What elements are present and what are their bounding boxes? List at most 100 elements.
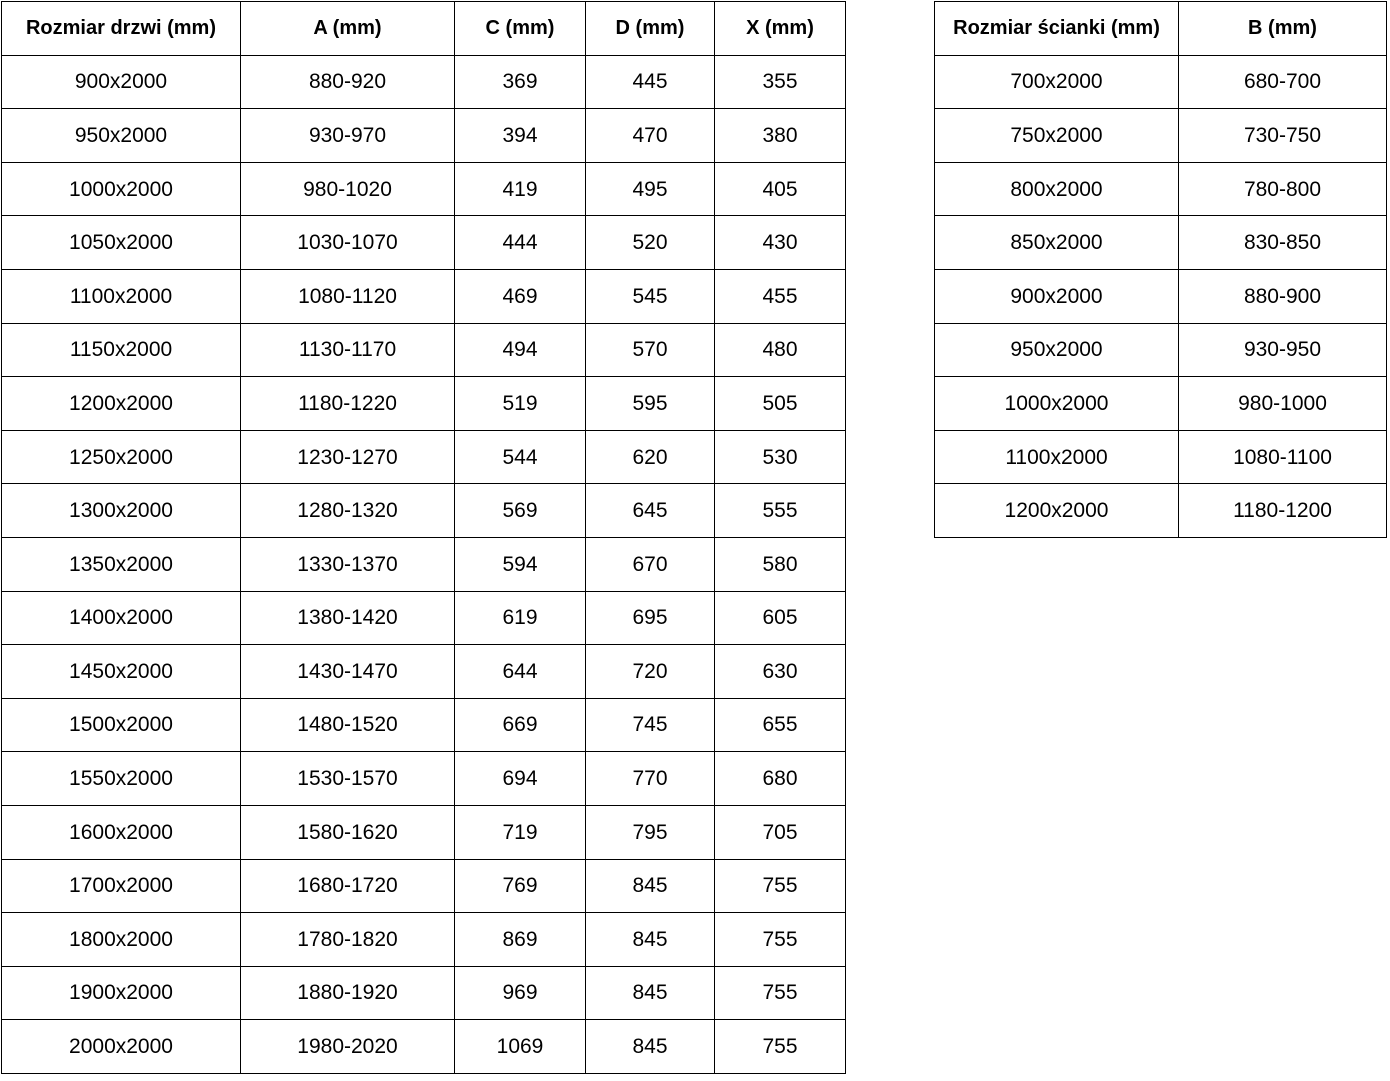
wall-cell-4-0: 900x2000 <box>934 268 1179 324</box>
wall-cell-1-1: 730-750 <box>1178 108 1387 163</box>
doors-cell-5-0: 1150x2000 <box>1 322 241 378</box>
doors-cell-13-3: 770 <box>585 751 715 806</box>
doors-cell-4-3: 545 <box>585 268 715 324</box>
doors-cell-18-3: 845 <box>585 1019 715 1074</box>
doors-cell-12-2: 669 <box>454 697 586 753</box>
doors-cell-15-0: 1700x2000 <box>1 858 241 914</box>
doors-cell-14-0: 1600x2000 <box>1 804 241 860</box>
doors-cell-18-1: 1980-2020 <box>240 1019 455 1074</box>
doors-cell-10-2: 619 <box>454 590 586 646</box>
doors-cell-7-4: 530 <box>714 429 846 485</box>
wall-cell-6-0: 1000x2000 <box>934 376 1179 431</box>
wall-table-head: Rozmiar ścianki (mm) B (mm) <box>934 1 1387 56</box>
doors-cell-9-0: 1350x2000 <box>1 536 241 592</box>
doors-cell-16-2: 869 <box>454 912 586 967</box>
doors-cell-11-2: 644 <box>454 644 586 699</box>
doors-cell-17-1: 1880-1920 <box>240 965 455 1021</box>
doors-cell-2-3: 495 <box>585 161 715 217</box>
wall-cell-1-0: 750x2000 <box>934 108 1179 163</box>
doors-table-row: 1250x2000 1230-1270 544 620 530 <box>1 429 846 485</box>
doors-table-head: Rozmiar drzwi (mm) A (mm) C (mm) D (mm) X (m… <box>1 1 846 56</box>
doors-table-row: 1450x2000 1430-1470 644 720 630 <box>1 644 846 699</box>
doors-cell-15-3: 845 <box>585 858 715 914</box>
doors-cell-1-0: 950x2000 <box>1 108 241 163</box>
wall-table-row: 850x2000 830-850 <box>934 215 1387 270</box>
doors-cell-1-3: 470 <box>585 108 715 163</box>
doors-table-row: 950x2000 930-970 394 470 380 <box>1 108 846 163</box>
doors-cell-3-3: 520 <box>585 215 715 270</box>
doors-cell-3-0: 1050x2000 <box>1 215 241 270</box>
doors-cell-16-4: 755 <box>714 912 846 967</box>
doors-cell-5-4: 480 <box>714 322 846 378</box>
doors-cell-1-1: 930-970 <box>240 108 455 163</box>
doors-table-row: 1050x2000 1030-1070 444 520 430 <box>1 215 846 270</box>
doors-cell-16-1: 1780-1820 <box>240 912 455 967</box>
wall-column-header-0: Rozmiar ścianki (mm) <box>934 1 1179 56</box>
doors-cell-3-4: 430 <box>714 215 846 270</box>
doors-table-row: 1000x2000 980-1020 419 495 405 <box>1 161 846 217</box>
wall-cell-8-1: 1180-1200 <box>1178 483 1387 538</box>
doors-cell-6-2: 519 <box>454 376 586 431</box>
doors-cell-8-4: 555 <box>714 483 846 538</box>
doors-cell-7-2: 544 <box>454 429 586 485</box>
doors-cell-2-2: 419 <box>454 161 586 217</box>
doors-cell-14-1: 1580-1620 <box>240 804 455 860</box>
doors-cell-1-2: 394 <box>454 108 586 163</box>
doors-table-row: 1500x2000 1480-1520 669 745 655 <box>1 697 846 753</box>
wall-cell-4-1: 880-900 <box>1178 268 1387 324</box>
doors-table-row: 1200x2000 1180-1220 519 595 505 <box>1 376 846 431</box>
wall-cell-8-0: 1200x2000 <box>934 483 1179 538</box>
doors-cell-13-1: 1530-1570 <box>240 751 455 806</box>
doors-cell-1-4: 380 <box>714 108 846 163</box>
doors-cell-0-0: 900x2000 <box>1 54 241 110</box>
doors-cell-5-3: 570 <box>585 322 715 378</box>
wall-table-header-row: Rozmiar ścianki (mm) B (mm) <box>934 1 1387 56</box>
doors-cell-0-4: 355 <box>714 54 846 110</box>
doors-cell-5-1: 1130-1170 <box>240 322 455 378</box>
doors-cell-12-4: 655 <box>714 697 846 753</box>
doors-cell-4-2: 469 <box>454 268 586 324</box>
doors-cell-0-3: 445 <box>585 54 715 110</box>
wall-table-row: 900x2000 880-900 <box>934 268 1387 324</box>
wall-cell-0-1: 680-700 <box>1178 54 1387 110</box>
doors-cell-4-0: 1100x2000 <box>1 268 241 324</box>
wall-cell-3-0: 850x2000 <box>934 215 1179 270</box>
doors-table-body: 900x2000 880-920 369 445 355 950x2000 930-970 3… <box>1 54 846 1074</box>
doors-table-row: 2000x2000 1980-2020 1069 845 755 <box>1 1019 846 1074</box>
doors-cell-5-2: 494 <box>454 322 586 378</box>
doors-cell-2-1: 980-1020 <box>240 161 455 217</box>
doors-column-header-1: A (mm) <box>240 1 455 56</box>
shower-door-dimensions-table: Rozmiar drzwi (mm) A (mm) C (mm) D (mm) X (m… <box>1 1 846 1074</box>
doors-cell-6-4: 505 <box>714 376 846 431</box>
doors-cell-11-1: 1430-1470 <box>240 644 455 699</box>
doors-cell-3-1: 1030-1070 <box>240 215 455 270</box>
wall-cell-2-1: 780-800 <box>1178 161 1387 217</box>
doors-cell-11-4: 630 <box>714 644 846 699</box>
doors-cell-13-2: 694 <box>454 751 586 806</box>
doors-cell-12-3: 745 <box>585 697 715 753</box>
doors-cell-8-0: 1300x2000 <box>1 483 241 538</box>
wall-cell-7-0: 1100x2000 <box>934 429 1179 485</box>
doors-cell-6-0: 1200x2000 <box>1 376 241 431</box>
doors-cell-18-0: 2000x2000 <box>1 1019 241 1074</box>
wall-table-row: 700x2000 680-700 <box>934 54 1387 110</box>
doors-cell-17-2: 969 <box>454 965 586 1021</box>
doors-cell-9-2: 594 <box>454 536 586 592</box>
doors-cell-13-4: 680 <box>714 751 846 806</box>
wall-cell-7-1: 1080-1100 <box>1178 429 1387 485</box>
doors-table-row: 900x2000 880-920 369 445 355 <box>1 54 846 110</box>
doors-table-row: 1100x2000 1080-1120 469 545 455 <box>1 268 846 324</box>
doors-table-row: 1900x2000 1880-1920 969 845 755 <box>1 965 846 1021</box>
doors-cell-17-0: 1900x2000 <box>1 965 241 1021</box>
doors-cell-15-4: 755 <box>714 858 846 914</box>
wall-cell-0-0: 700x2000 <box>934 54 1179 110</box>
doors-column-header-3: D (mm) <box>585 1 715 56</box>
doors-cell-7-3: 620 <box>585 429 715 485</box>
doors-cell-10-4: 605 <box>714 590 846 646</box>
wall-table-row: 1200x2000 1180-1200 <box>934 483 1387 538</box>
doors-cell-8-2: 569 <box>454 483 586 538</box>
doors-table-row: 1150x2000 1130-1170 494 570 480 <box>1 322 846 378</box>
doors-cell-17-3: 845 <box>585 965 715 1021</box>
doors-column-header-0: Rozmiar drzwi (mm) <box>1 1 241 56</box>
